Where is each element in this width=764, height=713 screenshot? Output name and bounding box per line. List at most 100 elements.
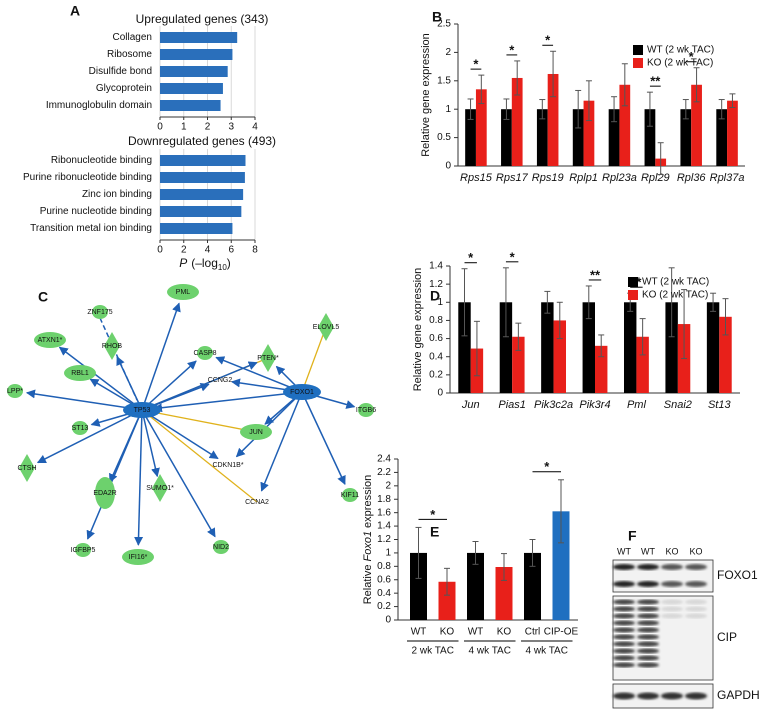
- x-tick-label: Rpl29: [641, 172, 670, 184]
- node-label: CDKN1B*: [212, 462, 243, 469]
- significance-label: *: [545, 33, 551, 48]
- y-tick-label: 1.4: [429, 261, 443, 272]
- error-bar: [415, 526, 422, 579]
- node: [122, 549, 154, 565]
- edge: [25, 389, 143, 411]
- band: [637, 627, 659, 633]
- error-bar: [544, 290, 551, 314]
- bar: [706, 302, 720, 393]
- node-label: ELOVL5: [313, 324, 340, 331]
- band: [613, 599, 635, 605]
- x-tick-label: Rplp1: [569, 172, 598, 184]
- legend-swatch: [628, 277, 638, 287]
- blot-row-label: FOXO1: [717, 568, 758, 582]
- band: [637, 581, 659, 587]
- band: [637, 662, 659, 668]
- node: [197, 346, 213, 360]
- bar: [160, 206, 242, 217]
- error-bar: [682, 99, 689, 120]
- bar: [475, 89, 487, 166]
- bar: [644, 109, 656, 166]
- y-tick-label: 2.4: [377, 454, 391, 465]
- x-tick-label: 0: [157, 245, 163, 256]
- category-label: Collagen: [113, 32, 152, 43]
- significance-label: *: [473, 57, 479, 72]
- bar: [160, 189, 244, 200]
- y-tick-label: 1.6: [377, 507, 391, 518]
- error-bar: [585, 80, 592, 122]
- bar: [501, 109, 512, 166]
- group-label: 4 wk TAC: [526, 646, 568, 657]
- x-tick-label: WT: [468, 627, 484, 638]
- category-label: Transition metal ion binding: [30, 223, 152, 234]
- x-tick-label: Rps15: [460, 172, 493, 184]
- error-bar: [503, 98, 510, 120]
- band: [637, 648, 659, 654]
- x-tick-label: 8: [252, 245, 258, 256]
- y-tick-label: 2: [445, 47, 451, 58]
- band: [685, 613, 707, 619]
- bar: [495, 567, 513, 620]
- band: [613, 648, 635, 654]
- y-tick-label: 2.5: [437, 19, 451, 30]
- edge-yellow: [141, 409, 257, 433]
- y-label-post: expression: [362, 475, 374, 528]
- error-bar: [539, 99, 546, 120]
- node: [240, 424, 272, 440]
- error-bar: [598, 334, 605, 358]
- band: [613, 641, 635, 647]
- edge: [36, 409, 143, 464]
- legend-swatch: [633, 58, 643, 68]
- error-bar: [722, 298, 729, 336]
- x-tick-label: 1: [181, 122, 187, 133]
- category-label: Immunoglobulin domain: [46, 100, 152, 111]
- blot-column-label: KO: [689, 546, 702, 556]
- edge: [235, 391, 303, 458]
- x-tick-label: Snai2: [664, 399, 692, 411]
- error-bar: [657, 142, 664, 176]
- node: [64, 365, 96, 381]
- y-tick-label: 0.2: [377, 601, 391, 612]
- y-tick-label: 0: [445, 161, 451, 172]
- node: [213, 540, 229, 554]
- band: [613, 613, 635, 619]
- band: [637, 564, 659, 570]
- y-tick-label: 1: [437, 297, 443, 308]
- edge-dashed: [99, 317, 138, 401]
- node: [167, 284, 199, 300]
- y-tick-label: 0.6: [377, 574, 391, 585]
- band: [661, 564, 683, 570]
- band: [661, 599, 683, 605]
- node-label: ATXN1*: [38, 337, 63, 344]
- significance-label: *: [509, 42, 515, 57]
- bar: [691, 84, 702, 166]
- x-tick-label: WT: [411, 627, 427, 638]
- panel-label: D: [430, 288, 440, 304]
- node: [104, 332, 120, 360]
- edge-yellow: [301, 326, 327, 393]
- bar: [582, 302, 595, 393]
- band: [613, 606, 635, 612]
- legend-label: WT (2 wk TAC): [647, 45, 714, 56]
- bar: [160, 32, 238, 43]
- band: [685, 581, 707, 587]
- legend-label: KO (2 wk TAC): [642, 290, 708, 301]
- edge: [141, 361, 258, 411]
- significance-label: **: [650, 74, 661, 89]
- node-label: NID2: [213, 544, 229, 551]
- error-bar: [639, 318, 646, 356]
- chart-title: Downregulated genes (493): [128, 134, 276, 148]
- band: [637, 634, 659, 640]
- node-label: CTSH: [17, 465, 36, 472]
- node: [75, 543, 91, 557]
- x-tick-label: KO: [497, 627, 512, 638]
- bar: [467, 552, 484, 620]
- node: [358, 403, 374, 417]
- bar: [727, 100, 738, 166]
- band: [613, 655, 635, 661]
- category-label: Purine ribonucleotide binding: [23, 172, 152, 183]
- band: [661, 613, 683, 619]
- y-tick-label: 0.6: [429, 333, 443, 344]
- node-label: ST13: [72, 425, 89, 432]
- node-label: CCNG2: [208, 377, 233, 384]
